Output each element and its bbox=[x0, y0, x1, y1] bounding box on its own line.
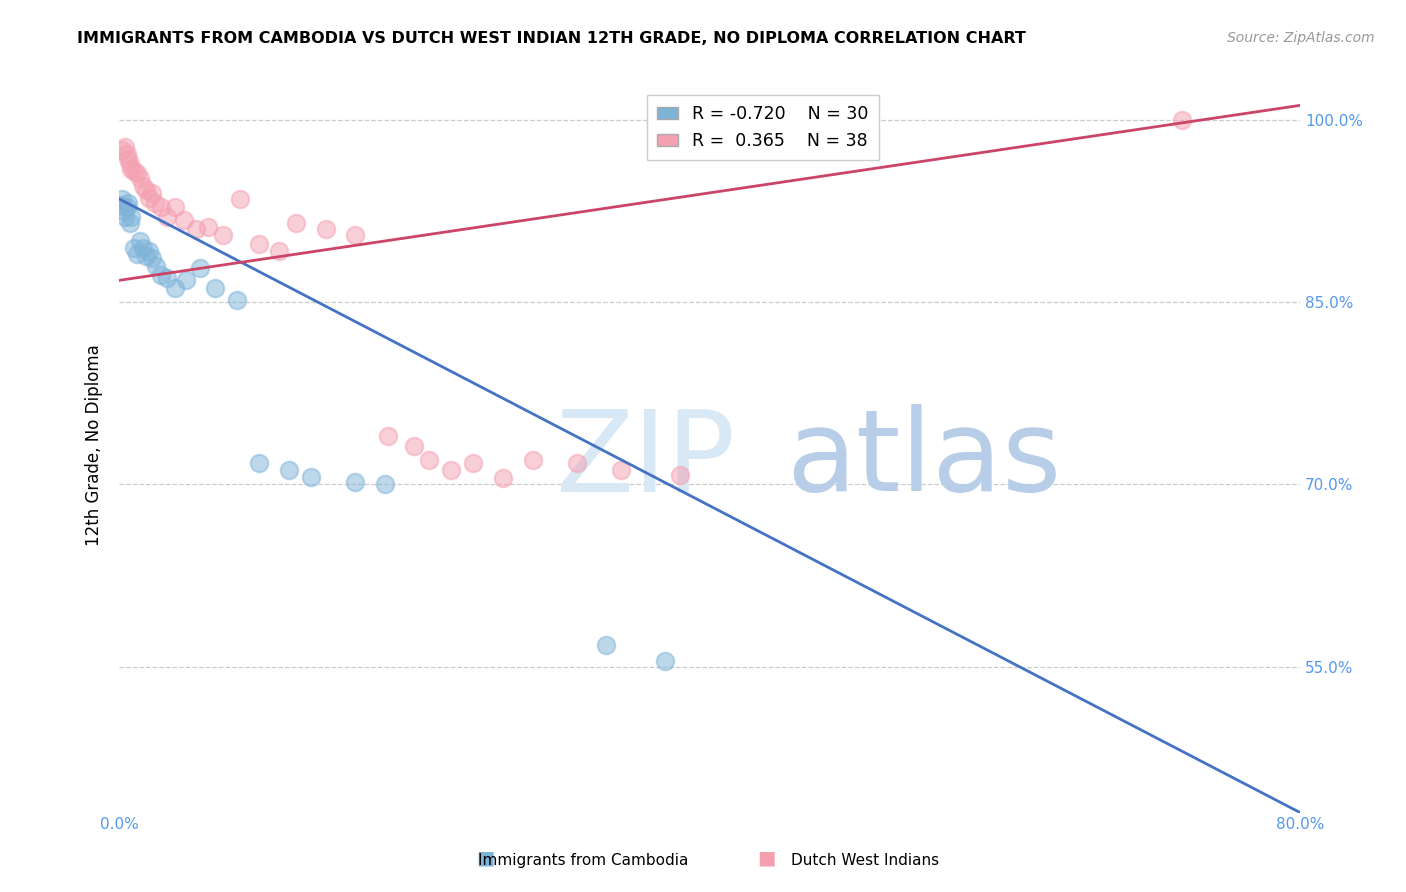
Point bbox=[155, 210, 177, 224]
Point bbox=[492, 471, 515, 485]
Point bbox=[669, 467, 692, 482]
Point bbox=[115, 201, 138, 215]
Point bbox=[229, 192, 252, 206]
Point bbox=[120, 210, 142, 224]
Point bbox=[565, 456, 588, 470]
Point bbox=[204, 280, 226, 294]
Point bbox=[118, 216, 141, 230]
Point bbox=[129, 171, 152, 186]
Point bbox=[125, 246, 148, 260]
Point bbox=[184, 222, 207, 236]
Point bbox=[145, 259, 167, 273]
Point bbox=[149, 268, 172, 283]
Point bbox=[610, 463, 633, 477]
Point bbox=[267, 244, 290, 259]
Point bbox=[132, 178, 155, 193]
Point bbox=[190, 261, 212, 276]
Point bbox=[114, 139, 136, 153]
Text: atlas: atlas bbox=[786, 404, 1062, 516]
Point bbox=[110, 198, 132, 212]
Point bbox=[135, 249, 157, 263]
Point bbox=[249, 236, 271, 251]
Point bbox=[122, 241, 145, 255]
Point bbox=[463, 456, 485, 470]
Text: Dutch West Indians: Dutch West Indians bbox=[790, 853, 939, 868]
Point bbox=[129, 235, 152, 249]
Point bbox=[374, 477, 396, 491]
Point bbox=[112, 204, 135, 219]
Point bbox=[118, 157, 141, 171]
Text: IMMIGRANTS FROM CAMBODIA VS DUTCH WEST INDIAN 12TH GRADE, NO DIPLOMA CORRELATION: IMMIGRANTS FROM CAMBODIA VS DUTCH WEST I… bbox=[77, 31, 1026, 46]
Point bbox=[138, 191, 160, 205]
Point bbox=[117, 152, 139, 166]
Point bbox=[122, 164, 145, 178]
Point bbox=[111, 144, 134, 158]
Point bbox=[141, 186, 163, 200]
Point bbox=[125, 166, 148, 180]
Point bbox=[285, 216, 308, 230]
Point bbox=[143, 195, 166, 210]
Point bbox=[135, 183, 157, 197]
Point bbox=[138, 244, 160, 259]
Point bbox=[315, 222, 337, 236]
Point bbox=[226, 293, 249, 307]
Point bbox=[404, 439, 426, 453]
Point bbox=[278, 463, 301, 477]
Point bbox=[344, 475, 367, 489]
Point bbox=[522, 453, 544, 467]
Text: Immigrants from Cambodia: Immigrants from Cambodia bbox=[478, 853, 689, 868]
Legend: R = -0.720    N = 30, R =  0.365    N = 38: R = -0.720 N = 30, R = 0.365 N = 38 bbox=[647, 95, 879, 161]
Point bbox=[165, 201, 187, 215]
Point bbox=[1171, 112, 1194, 127]
Point bbox=[114, 210, 136, 224]
Point bbox=[418, 453, 440, 467]
Point bbox=[117, 195, 139, 210]
Point bbox=[197, 219, 219, 234]
Point bbox=[155, 271, 177, 285]
Point bbox=[377, 429, 399, 443]
Point bbox=[141, 252, 163, 266]
Point bbox=[249, 456, 271, 470]
Point bbox=[111, 192, 134, 206]
Y-axis label: 12th Grade, No Diploma: 12th Grade, No Diploma bbox=[86, 344, 103, 546]
Point bbox=[115, 147, 138, 161]
Point bbox=[595, 638, 617, 652]
Point bbox=[299, 470, 322, 484]
Text: ■: ■ bbox=[475, 849, 495, 868]
Point bbox=[654, 654, 676, 668]
Text: ■: ■ bbox=[756, 849, 776, 868]
Point bbox=[211, 228, 233, 243]
Text: Source: ZipAtlas.com: Source: ZipAtlas.com bbox=[1227, 31, 1375, 45]
Point bbox=[174, 273, 197, 287]
Point bbox=[120, 161, 142, 176]
Point bbox=[344, 228, 367, 243]
Point bbox=[149, 201, 172, 215]
Point bbox=[132, 241, 155, 255]
Point bbox=[173, 212, 195, 227]
Point bbox=[440, 463, 463, 477]
Point bbox=[165, 280, 187, 294]
Text: ZIP: ZIP bbox=[557, 404, 737, 516]
